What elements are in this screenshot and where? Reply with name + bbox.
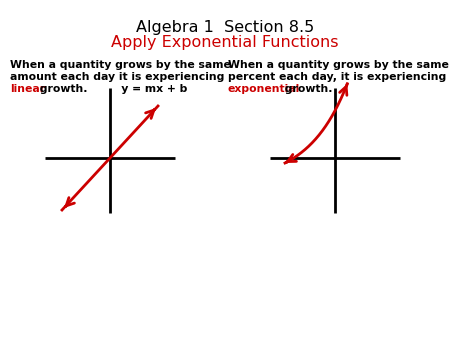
Text: exponential: exponential xyxy=(228,84,300,94)
Text: percent each day, it is experiencing: percent each day, it is experiencing xyxy=(228,72,446,82)
Text: growth.: growth. xyxy=(281,84,333,94)
Text: growth.         y = mx + b: growth. y = mx + b xyxy=(36,84,187,94)
Text: amount each day it is experiencing: amount each day it is experiencing xyxy=(10,72,225,82)
Text: Algebra 1  Section 8.5: Algebra 1 Section 8.5 xyxy=(136,20,314,35)
Text: Apply Exponential Functions: Apply Exponential Functions xyxy=(111,35,339,50)
Text: When a quantity grows by the same: When a quantity grows by the same xyxy=(228,60,449,70)
Text: linear: linear xyxy=(10,84,45,94)
Text: When a quantity grows by the same: When a quantity grows by the same xyxy=(10,60,231,70)
